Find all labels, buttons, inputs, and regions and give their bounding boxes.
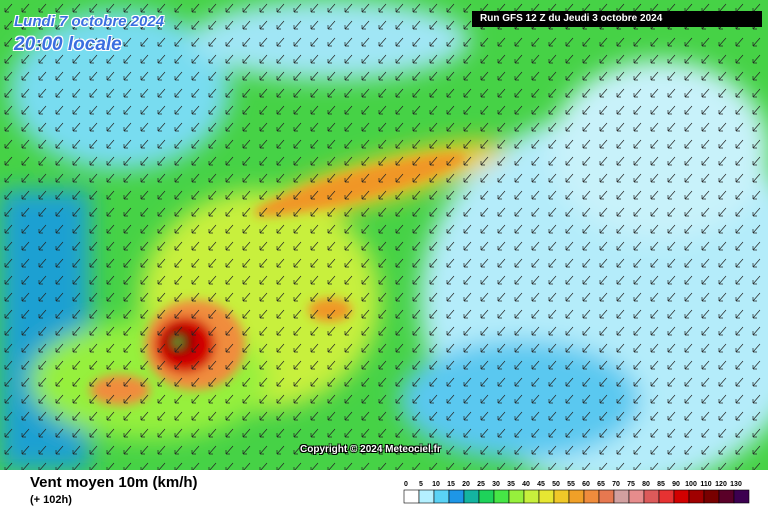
- legend-swatch: [418, 489, 435, 504]
- legend-swatch: [658, 489, 675, 504]
- legend-swatch: [703, 489, 720, 504]
- legend-swatch: [688, 489, 705, 504]
- legend-swatch: [493, 489, 510, 504]
- legend-swatch: [598, 489, 615, 504]
- legend-swatch: [613, 489, 630, 504]
- valid-date: Lundi 7 octobre 2024: [14, 13, 165, 30]
- legend-tick-label: 35: [507, 481, 515, 488]
- legend-tick-label: 50: [552, 481, 560, 488]
- legend-swatch: [508, 489, 525, 504]
- run-info: Run GFS 12 Z du Jeudi 3 octobre 2024: [472, 11, 762, 27]
- legend-swatch: [523, 489, 540, 504]
- legend-tick-label: 60: [582, 481, 590, 488]
- legend-swatch: [583, 489, 600, 504]
- legend-swatch: [733, 489, 750, 504]
- legend-tick-label: 25: [477, 481, 485, 488]
- legend-tick-label: 40: [522, 481, 530, 488]
- legend-tick-label: 30: [492, 481, 500, 488]
- lead-time: (+ 102h): [30, 494, 72, 506]
- legend-swatch: [448, 489, 465, 504]
- legend-tick-label: 100: [685, 481, 697, 488]
- legend-tick-label: 10: [432, 481, 440, 488]
- wind-arrows: [0, 0, 768, 470]
- legend-swatch: [568, 489, 585, 504]
- legend-tick-label: 55: [567, 481, 575, 488]
- legend-swatch: [463, 489, 480, 504]
- legend-tick-label: 70: [612, 481, 620, 488]
- legend-swatch: [538, 489, 555, 504]
- valid-time: 20:00 locale: [14, 34, 122, 55]
- legend-swatch: [478, 489, 495, 504]
- legend-tick-label: 15: [447, 481, 455, 488]
- legend: 0 5 10 15 20 25 30 35 40 45 50 55 60 65 70 75 80 85 90 100 1…: [403, 481, 750, 504]
- legend-tick-label: 20: [462, 481, 470, 488]
- legend-tick-label: 130: [730, 481, 742, 488]
- legend-tick-label: 80: [642, 481, 650, 488]
- legend-tick-label: 75: [627, 481, 635, 488]
- legend-swatch: [718, 489, 735, 504]
- legend-tick-label: 5: [419, 481, 423, 488]
- legend-swatch: [628, 489, 645, 504]
- legend-tick-label: 110: [700, 481, 711, 488]
- legend-tick-label: 120: [715, 481, 727, 488]
- legend-swatch: [643, 489, 660, 504]
- legend-swatch: [553, 489, 570, 504]
- legend-tick-label: 65: [597, 481, 605, 488]
- legend-swatch: [403, 489, 420, 504]
- copyright: Copyright © 2024 Meteociel.fr: [300, 444, 441, 455]
- legend-swatch: [673, 489, 690, 504]
- legend-tick-label: 45: [537, 481, 545, 488]
- legend-tick-label: 0: [404, 481, 408, 488]
- legend-tick-label: 85: [657, 481, 665, 488]
- wind-map: [0, 0, 768, 470]
- caption: Vent moyen 10m (km/h): [30, 474, 198, 491]
- legend-swatch: [433, 489, 450, 504]
- legend-tick-label: 90: [672, 481, 680, 488]
